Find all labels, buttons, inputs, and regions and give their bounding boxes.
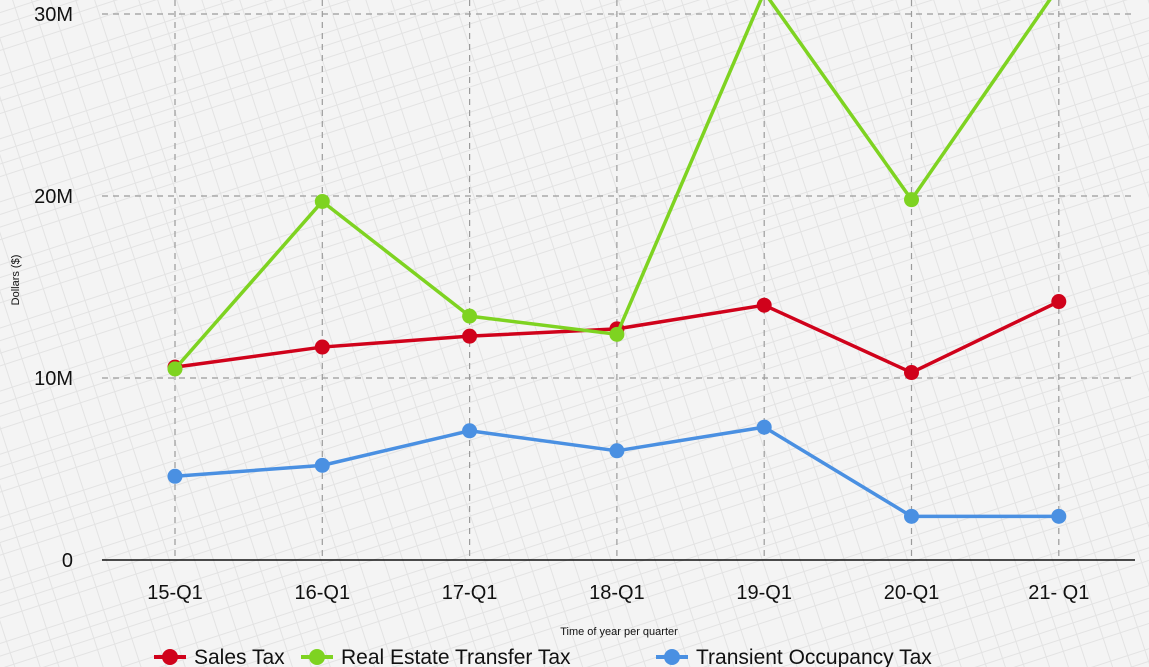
data-point: [756, 419, 772, 435]
data-point: [904, 365, 919, 381]
data-point: [167, 361, 183, 377]
data-point: [756, 297, 772, 313]
legend: Sales Tax Real Estate Transfer Tax Transie…: [154, 646, 932, 667]
data-point: [167, 468, 183, 484]
axes: Dollars ($) Time of year per quarter: [10, 255, 1135, 638]
data-point: [609, 326, 625, 342]
data-point: [904, 192, 919, 208]
y-tick-label: 0: [62, 550, 73, 572]
x-tick-label: 21- Q1: [1028, 582, 1089, 604]
data-point: [609, 443, 625, 459]
x-tick-label: 16-Q1: [295, 582, 351, 604]
legend-label: Sales Tax: [194, 646, 285, 667]
x-tick-label: 17-Q1: [442, 582, 498, 604]
x-tick-label: 15-Q1: [147, 582, 203, 604]
x-tick-label: 19-Q1: [736, 582, 792, 604]
data-point: [1051, 508, 1067, 524]
x-tick-label: 20-Q1: [884, 582, 940, 604]
data-point: [1051, 294, 1067, 310]
grid: [102, 0, 1135, 560]
x-axis-label: Time of year per quarter: [560, 626, 678, 638]
y-tick-label: 10M: [34, 368, 73, 390]
legend-label: Transient Occupancy Tax: [696, 646, 932, 667]
data-point: [904, 508, 919, 524]
data-point: [462, 328, 478, 344]
series-lines: [167, 0, 1067, 524]
y-axis-label: Dollars ($): [10, 255, 22, 306]
legend-marker: [664, 649, 680, 665]
data-point: [314, 339, 330, 355]
legend-marker: [309, 649, 325, 665]
legend-label: Real Estate Transfer Tax: [341, 646, 571, 667]
x-tick-label: 18-Q1: [589, 582, 645, 604]
x-ticks: 15-Q1 16-Q1 17-Q1 18-Q1 19-Q1 20-Q1 21- Q1: [147, 582, 1089, 604]
data-point: [314, 193, 330, 209]
data-point: [462, 423, 478, 439]
data-point: [314, 457, 330, 473]
legend-marker: [162, 649, 178, 665]
y-tick-label: 20M: [34, 186, 73, 208]
y-tick-label: 30M: [34, 4, 73, 26]
data-point: [462, 308, 478, 324]
y-ticks: 0 10M 20M 30M: [34, 4, 73, 572]
